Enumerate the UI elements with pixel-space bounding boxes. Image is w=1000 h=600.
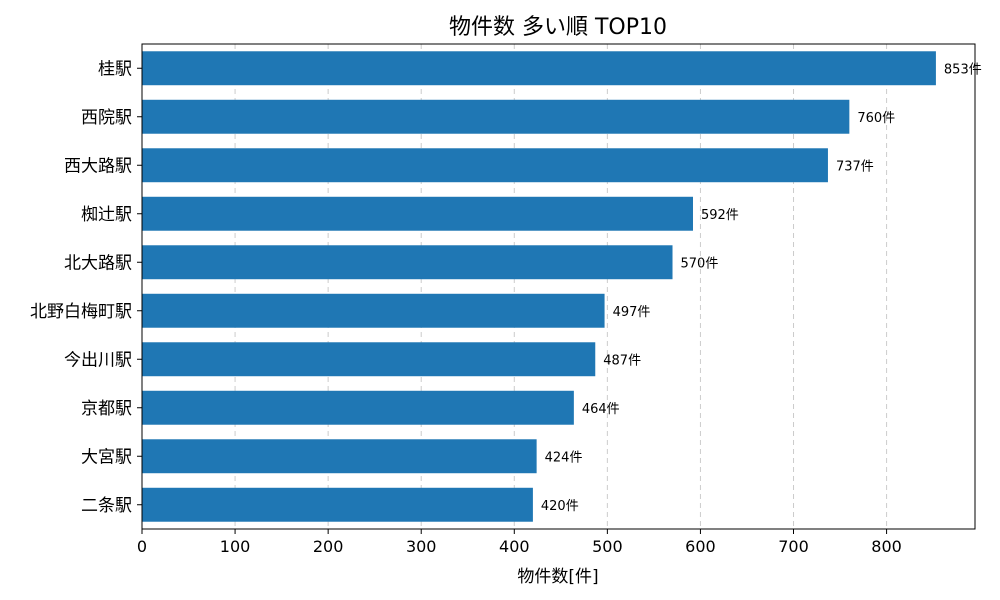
data-label: 497件 [613,305,651,320]
x-tick-label: 200 [313,537,344,556]
data-label: 853件 [944,62,982,77]
x-tick-label: 600 [685,537,716,556]
category-label: 北野白梅町駅 [30,302,132,322]
bar [142,293,605,328]
category-label: 今出川駅 [64,350,132,370]
x-tick-label: 400 [499,537,530,556]
data-label: 592件 [701,208,739,223]
data-label: 424件 [545,450,583,465]
x-tick-label: 300 [406,537,437,556]
category-label: 椥辻駅 [81,205,132,225]
x-tick-label: 800 [871,537,902,556]
data-label: 420件 [541,499,579,514]
bar [142,439,537,474]
data-label: 570件 [681,256,719,271]
bar [142,487,533,522]
data-label: 487件 [603,353,641,368]
category-label: 大宮駅 [81,447,132,467]
x-tick-label: 0 [137,537,147,556]
bars [142,51,936,522]
chart-title: 物件数 多い順 TOP10 [449,15,667,40]
x-axis-ticks: 0 100 200 300 400 500 600 700 800 [137,529,902,556]
category-label: 北大路駅 [64,253,132,273]
data-labels: 853件 760件 737件 592件 570件 497件 487件 464件 424件 420件 [541,62,982,514]
x-axis-label: 物件数[件] [517,567,598,587]
data-label: 760件 [857,111,895,126]
bar [142,245,673,280]
x-tick-label: 100 [220,537,251,556]
bar [142,148,828,183]
category-label: 西院駅 [81,108,132,128]
bar [142,196,693,231]
data-label: 464件 [582,402,620,417]
category-label: 二条駅 [81,496,132,516]
bar [142,342,596,377]
bar [142,99,850,134]
plot-frame [141,43,976,530]
bar [142,390,574,425]
data-label: 737件 [836,159,874,174]
category-label: 桂駅 [98,59,132,79]
category-label: 西大路駅 [64,156,132,176]
x-tick-label: 700 [778,537,809,556]
category-label: 京都駅 [81,399,132,419]
x-tick-label: 500 [592,537,623,556]
bar [142,51,936,86]
